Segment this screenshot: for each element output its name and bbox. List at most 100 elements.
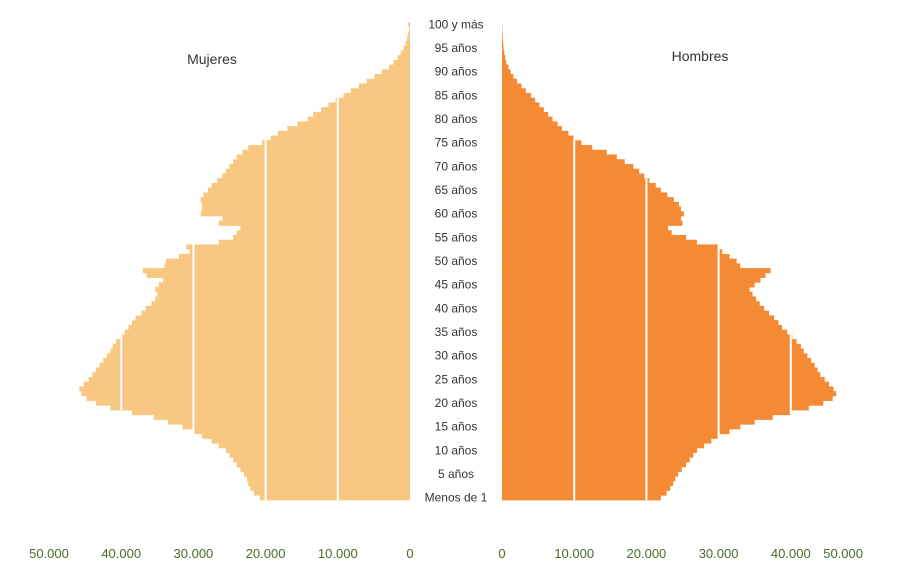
bar-mujeres-age-6 <box>240 466 410 472</box>
bar-hombres-age-75 <box>502 140 582 146</box>
bar-hombres-age-83 <box>502 102 540 108</box>
bar-mujeres-age-97 <box>407 36 410 42</box>
bar-mujeres-age-53 <box>186 244 410 250</box>
bar-hombres-age-38 <box>502 315 775 321</box>
tick-right-20000: 20.000 <box>627 546 667 561</box>
bar-hombres-age-82 <box>502 107 544 113</box>
bar-mujeres-age-59 <box>222 216 410 222</box>
bar-mujeres-age-0 <box>259 495 410 501</box>
bar-mujeres-age-48 <box>142 268 411 274</box>
tick-left-20000: 20.000 <box>246 546 286 561</box>
bar-mujeres-age-40 <box>145 305 410 312</box>
age-label-80: 80 años <box>435 112 478 126</box>
bar-mujeres-age-70 <box>229 163 410 170</box>
bar-hombres-age-4 <box>502 476 676 482</box>
bar-mujeres-age-79 <box>297 121 410 127</box>
bar-hombres-age-14 <box>502 429 730 435</box>
bar-hombres-age-94 <box>502 50 505 56</box>
bar-mujeres-age-1 <box>254 490 410 496</box>
bar-mujeres-age-44 <box>155 287 410 293</box>
bar-mujeres-age-93 <box>397 55 410 61</box>
bar-mujeres-age-85 <box>343 92 410 99</box>
bar-mujeres-age-18 <box>132 410 410 416</box>
bar-mujeres-age-2 <box>250 485 410 491</box>
bar-mujeres-age-45 <box>158 282 410 288</box>
bar-mujeres-age-62 <box>202 201 410 207</box>
bar-mujeres-age-68 <box>222 173 410 179</box>
bar-mujeres-age-78 <box>287 126 410 132</box>
bar-hombres-age-50 <box>502 258 737 264</box>
bar-mujeres-age-99 <box>409 26 410 32</box>
bar-mujeres-age-16 <box>168 419 410 425</box>
bar-hombres-age-9 <box>502 452 694 458</box>
bar-hombres-age-74 <box>502 145 593 151</box>
bar-hombres-age-32 <box>502 343 801 349</box>
bar-mujeres-age-25 <box>88 376 411 383</box>
bar-mujeres-age-73 <box>242 149 410 155</box>
age-label-65: 65 años <box>435 183 478 197</box>
tick-right-10000: 10.000 <box>554 546 594 561</box>
bar-hombres-age-11 <box>502 443 705 449</box>
bar-hombres-age-29 <box>502 358 812 364</box>
bar-hombres-age-16 <box>502 419 755 425</box>
bar-mujeres-age-17 <box>153 414 410 420</box>
bar-hombres-age-40 <box>502 305 765 312</box>
x-axis-tick-labels: 50.000 40.000 30.000 20.000 10.000 0 0 10.000 20… <box>29 546 863 561</box>
bar-hombres-age-93 <box>502 55 506 61</box>
bar-hombres-age-69 <box>502 168 640 174</box>
bar-mujeres-age-69 <box>225 168 410 174</box>
bar-mujeres-age-24 <box>83 381 410 387</box>
bar-hombres-age-52 <box>502 249 723 255</box>
bar-hombres-age-21 <box>502 395 833 401</box>
bar-mujeres-age-72 <box>236 154 410 160</box>
hombres-bars <box>502 22 837 501</box>
age-labels: Menos de 1 5 años 10 años 15 años 20 años 25 … <box>425 17 488 504</box>
bar-hombres-age-6 <box>502 466 682 472</box>
bar-mujeres-age-31 <box>110 348 411 354</box>
bar-hombres-age-85 <box>502 92 531 99</box>
tick-right-0: 0 <box>498 546 505 561</box>
bar-mujeres-age-57 <box>240 225 410 231</box>
bar-mujeres-age-8 <box>233 457 410 463</box>
bar-mujeres-age-22 <box>81 391 411 397</box>
bar-mujeres-age-7 <box>236 462 410 468</box>
bar-mujeres-age-94 <box>400 50 410 56</box>
bar-mujeres-age-89 <box>374 74 410 80</box>
bar-mujeres-age-86 <box>350 88 410 94</box>
bar-mujeres-age-82 <box>321 107 410 113</box>
bar-hombres-age-68 <box>502 173 645 179</box>
bar-mujeres-age-5 <box>243 471 410 477</box>
bar-hombres-age-60 <box>502 211 684 217</box>
age-label-15: 15 años <box>435 420 478 434</box>
bar-hombres-age-78 <box>502 126 562 132</box>
bar-mujeres-age-66 <box>211 182 410 188</box>
tick-left-40000: 40.000 <box>101 546 141 561</box>
bar-hombres-age-0 <box>502 495 661 501</box>
tick-left-0: 0 <box>406 546 413 561</box>
bar-mujeres-age-83 <box>328 102 410 108</box>
bar-hombres-age-47 <box>502 272 766 278</box>
bar-hombres-age-97 <box>502 36 503 42</box>
bar-mujeres-age-47 <box>146 272 410 278</box>
bar-mujeres-age-95 <box>403 45 410 51</box>
bar-hombres-age-37 <box>502 320 779 326</box>
bar-mujeres-age-63 <box>200 197 410 203</box>
bar-mujeres-age-64 <box>203 192 410 198</box>
bar-hombres-age-2 <box>502 485 671 491</box>
bar-mujeres-age-98 <box>408 31 410 37</box>
bar-hombres-age-59 <box>502 216 682 222</box>
tick-left-50000: 50.000 <box>29 546 69 561</box>
age-label-40: 40 años <box>435 301 478 315</box>
bar-hombres-age-27 <box>502 367 818 373</box>
bar-hombres-age-48 <box>502 268 771 274</box>
bar-mujeres-age-29 <box>103 358 411 364</box>
bar-hombres-age-39 <box>502 310 770 316</box>
bar-mujeres-age-32 <box>112 343 410 349</box>
bar-mujeres-age-74 <box>248 145 410 151</box>
bar-mujeres-age-90 <box>381 69 410 75</box>
bar-mujeres-age-54 <box>218 239 410 245</box>
age-label-5: 5 años <box>438 467 474 481</box>
bar-mujeres-age-87 <box>358 83 410 89</box>
bar-mujeres-age-65 <box>207 187 410 193</box>
